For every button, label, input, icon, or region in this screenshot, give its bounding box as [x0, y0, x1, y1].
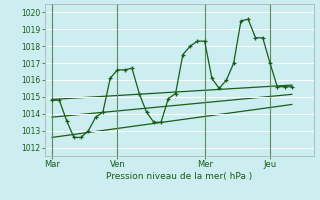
X-axis label: Pression niveau de la mer( hPa ): Pression niveau de la mer( hPa ): [106, 172, 252, 181]
